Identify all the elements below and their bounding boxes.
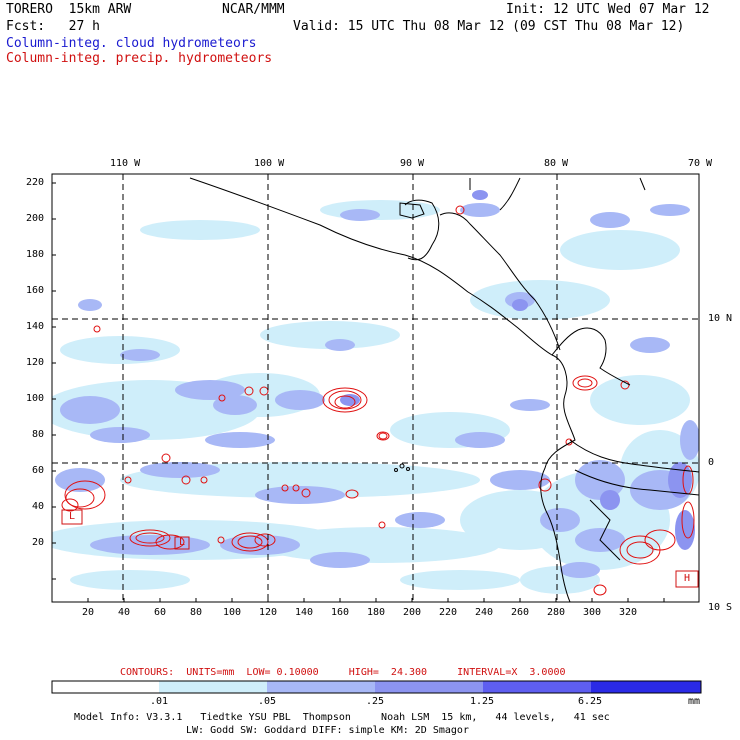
x-tick-label: 80	[190, 607, 203, 618]
low-marker-box-2	[174, 536, 190, 550]
x-tick-label: 280	[547, 607, 566, 618]
lat-label: 10 N	[708, 313, 733, 324]
y-tick-label: 180	[26, 249, 45, 260]
y-tick-label: 200	[26, 213, 45, 224]
lon-label: 100 W	[254, 158, 285, 169]
x-tick-label: 240	[475, 607, 494, 618]
colorbar	[51, 680, 702, 694]
low-marker-box-1	[61, 509, 83, 525]
center-label: NCAR/MMM	[222, 2, 285, 17]
valid-time: Valid: 15 UTC Thu 08 Mar 12 (09 CST Thu …	[293, 19, 685, 34]
latlon-grid	[52, 174, 699, 602]
x-tick-label: 260	[511, 607, 530, 618]
y-tick-label: 20	[32, 537, 45, 548]
forecast-hour: Fcst: 27 h	[6, 19, 100, 34]
x-tick-label: 300	[583, 607, 602, 618]
x-tick-label: 200	[403, 607, 422, 618]
lon-label: 70 W	[688, 158, 713, 169]
lon-label: 90 W	[400, 158, 425, 169]
colorbar-unit: mm	[688, 696, 701, 707]
lat-label: 10 S	[708, 602, 733, 613]
colorbar-tick: .01	[150, 696, 169, 707]
low-label: L	[69, 511, 76, 522]
cloud-field	[52, 190, 699, 594]
x-tick-label: 60	[154, 607, 167, 618]
colorbar-tick: .05	[258, 696, 277, 707]
high-label: H	[684, 573, 691, 584]
y-tick-label: 40	[32, 501, 45, 512]
x-tick-label: 20	[82, 607, 95, 618]
legend-cloud: Column-integ. cloud hydrometeors	[6, 36, 257, 51]
x-tick-label: 320	[619, 607, 638, 618]
precip-contours	[61, 205, 695, 596]
model-physics: LW: Godd SW: Goddard DIFF: simple KM: 2D…	[186, 725, 469, 736]
colorbar-tick: 1.25	[470, 696, 495, 707]
y-tick-label: 140	[26, 321, 45, 332]
y-tick-label: 160	[26, 285, 45, 296]
low-label: L	[179, 537, 186, 548]
axis-ticks	[52, 182, 665, 602]
y-tick-label: 100	[26, 393, 45, 404]
model-title: TORERO 15km ARW	[6, 2, 132, 17]
lon-label: 80 W	[544, 158, 569, 169]
contour-info: CONTOURS: UNITS=mm LOW= 0.10000 HIGH= 24…	[120, 667, 566, 678]
x-tick-label: 220	[439, 607, 458, 618]
colorbar-tick: 6.25	[578, 696, 603, 707]
x-tick-label: 140	[295, 607, 314, 618]
model-info: Model Info: V3.3.1 Tiedtke YSU PBL Thomp…	[74, 712, 610, 723]
high-marker-box	[675, 570, 699, 588]
x-tick-label: 40	[118, 607, 131, 618]
y-tick-label: 120	[26, 357, 45, 368]
x-tick-label: 100	[223, 607, 242, 618]
lon-label: 110 W	[110, 158, 141, 169]
y-tick-label: 60	[32, 465, 45, 476]
init-time: Init: 12 UTC Wed 07 Mar 12	[506, 2, 710, 17]
x-tick-label: 160	[331, 607, 350, 618]
y-tick-label: 220	[26, 177, 45, 188]
coastlines	[189, 177, 700, 603]
x-tick-label: 120	[259, 607, 278, 618]
legend-precip: Column-integ. precip. hydrometeors	[6, 51, 273, 66]
lat-label: 0	[708, 457, 715, 468]
y-tick-label: 80	[32, 429, 45, 440]
x-tick-label: 180	[367, 607, 386, 618]
colorbar-tick: .25	[366, 696, 385, 707]
